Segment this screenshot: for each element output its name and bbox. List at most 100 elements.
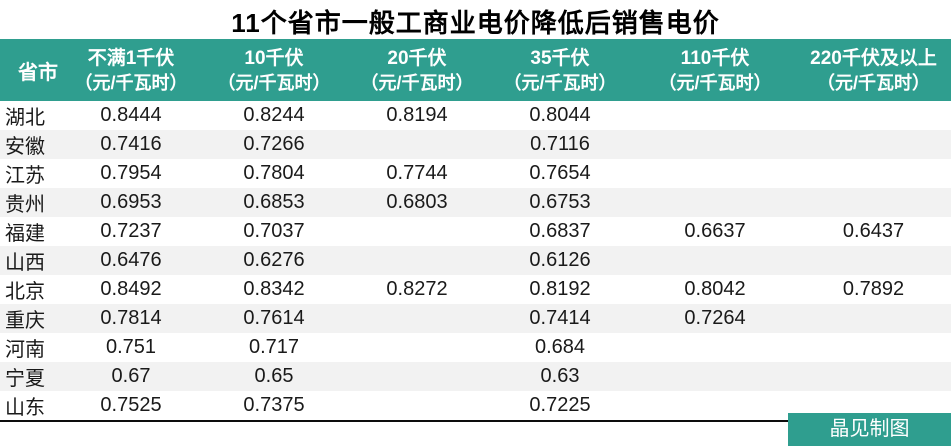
column-unit: （元/千瓦时） bbox=[658, 72, 772, 93]
value-cell: 0.6837 bbox=[529, 220, 591, 242]
value-cell bbox=[348, 333, 486, 362]
price-table: 省市 不满1千伏 （元/千瓦时） 10千伏 （元/千瓦时） 20千伏 （元/千瓦时） 35千伏… bbox=[0, 39, 951, 422]
value-cell: 0.7892 bbox=[842, 278, 905, 300]
province-cell: 安徽 bbox=[5, 136, 45, 158]
value-cell: 0.7264 bbox=[684, 307, 746, 329]
value-cell: 0.6753 bbox=[529, 191, 591, 213]
province-cell: 山东 bbox=[5, 397, 45, 419]
value-cell bbox=[634, 159, 796, 188]
column-unit: （元/千瓦时） bbox=[74, 72, 188, 93]
value-cell bbox=[348, 246, 486, 275]
value-cell: 0.7525 bbox=[100, 394, 162, 416]
table-row: 安徽 0.7416 0.7266 0.7116 bbox=[0, 130, 951, 159]
value-cell: 0.7804 bbox=[243, 162, 305, 184]
value-cell bbox=[796, 101, 951, 130]
value-cell: 0.8492 bbox=[100, 278, 162, 300]
value-cell: 0.63 bbox=[540, 365, 580, 387]
value-cell: 0.751 bbox=[105, 336, 157, 358]
value-cell: 0.7266 bbox=[243, 133, 305, 155]
value-cell bbox=[634, 101, 796, 130]
value-cell: 0.7654 bbox=[529, 162, 591, 184]
column-unit: （元/千瓦时） bbox=[816, 72, 930, 93]
table-row: 山东 0.7525 0.7375 0.7225 bbox=[0, 391, 951, 421]
page-title: 11个省市一般工商业电价降低后销售电价 bbox=[231, 8, 720, 38]
table-row: 福建 0.7237 0.7037 0.6837 0.6637 0.6437 bbox=[0, 217, 951, 246]
value-cell bbox=[348, 362, 486, 391]
table-row: 宁夏 0.67 0.65 0.63 bbox=[0, 362, 951, 391]
value-cell: 0.7237 bbox=[100, 220, 162, 242]
value-cell: 0.6853 bbox=[243, 191, 305, 213]
value-cell: 0.7814 bbox=[100, 307, 162, 329]
column-unit: （元/千瓦时） bbox=[217, 72, 331, 93]
value-cell: 0.6953 bbox=[100, 191, 162, 213]
province-cell: 福建 bbox=[5, 223, 45, 245]
value-cell: 0.8042 bbox=[684, 278, 746, 300]
credit-badge: 晶见制图 bbox=[788, 413, 951, 446]
value-cell: 0.8342 bbox=[243, 278, 305, 300]
column-header-0: 省市 bbox=[0, 39, 62, 101]
value-cell: 0.8272 bbox=[386, 278, 448, 300]
value-cell bbox=[796, 304, 951, 333]
value-cell: 0.7037 bbox=[243, 220, 305, 242]
value-cell: 0.6126 bbox=[529, 249, 591, 271]
table-row: 山西 0.6476 0.6276 0.6126 bbox=[0, 246, 951, 275]
value-cell: 0.7744 bbox=[386, 162, 448, 184]
value-cell bbox=[348, 130, 486, 159]
value-cell bbox=[634, 130, 796, 159]
value-cell: 0.8044 bbox=[529, 104, 591, 126]
value-cell: 0.6637 bbox=[684, 220, 746, 242]
column-unit: （元/千瓦时） bbox=[503, 72, 617, 93]
province-cell: 山西 bbox=[5, 252, 45, 274]
province-cell: 重庆 bbox=[5, 310, 45, 332]
table-header: 省市 不满1千伏 （元/千瓦时） 10千伏 （元/千瓦时） 20千伏 （元/千瓦时） 35千伏… bbox=[0, 39, 951, 101]
value-cell: 0.7416 bbox=[100, 133, 162, 155]
value-cell: 0.717 bbox=[248, 336, 300, 358]
value-cell bbox=[348, 304, 486, 333]
value-cell: 0.8192 bbox=[529, 278, 591, 300]
column-unit: （元/千瓦时） bbox=[360, 72, 474, 93]
header-row: 省市 不满1千伏 （元/千瓦时） 10千伏 （元/千瓦时） 20千伏 （元/千瓦时） 35千伏… bbox=[0, 39, 951, 101]
column-label: 220千伏及以上 bbox=[810, 47, 937, 69]
province-cell: 江苏 bbox=[5, 165, 45, 187]
column-label: 20千伏 bbox=[387, 47, 447, 69]
value-cell bbox=[348, 391, 486, 421]
value-cell bbox=[634, 362, 796, 391]
value-cell bbox=[796, 333, 951, 362]
province-cell: 北京 bbox=[5, 281, 45, 303]
province-cell: 宁夏 bbox=[5, 368, 45, 390]
province-cell: 河南 bbox=[5, 339, 45, 361]
column-label: 10千伏 bbox=[244, 47, 304, 69]
value-cell: 0.7614 bbox=[243, 307, 305, 329]
table-row: 北京 0.8492 0.8342 0.8272 0.8192 0.8042 0.7892 bbox=[0, 275, 951, 304]
table-row: 湖北 0.8444 0.8244 0.8194 0.8044 bbox=[0, 101, 951, 130]
value-cell bbox=[348, 217, 486, 246]
table-row: 贵州 0.6953 0.6853 0.6803 0.6753 bbox=[0, 188, 951, 217]
value-cell bbox=[634, 391, 796, 421]
value-cell: 0.67 bbox=[111, 365, 151, 387]
value-cell bbox=[634, 188, 796, 217]
value-cell: 0.6437 bbox=[842, 220, 905, 242]
value-cell: 0.8244 bbox=[243, 104, 305, 126]
value-cell: 0.65 bbox=[254, 365, 294, 387]
value-cell: 0.7225 bbox=[529, 394, 591, 416]
value-cell bbox=[634, 246, 796, 275]
column-label: 不满1千伏 bbox=[87, 47, 175, 69]
value-cell bbox=[796, 188, 951, 217]
column-header-1: 不满1千伏 （元/千瓦时） bbox=[62, 39, 200, 101]
province-cell: 贵州 bbox=[5, 194, 45, 216]
value-cell bbox=[796, 159, 951, 188]
value-cell: 0.6476 bbox=[100, 249, 162, 271]
value-cell bbox=[796, 362, 951, 391]
table-row: 河南 0.751 0.717 0.684 bbox=[0, 333, 951, 362]
table-body: 湖北 0.8444 0.8244 0.8194 0.8044 安徽 0.7416 0.7266… bbox=[0, 101, 951, 421]
column-header-4: 35千伏 （元/千瓦时） bbox=[486, 39, 634, 101]
column-header-2: 10千伏 （元/千瓦时） bbox=[200, 39, 348, 101]
value-cell bbox=[634, 333, 796, 362]
value-cell: 0.7954 bbox=[100, 162, 162, 184]
value-cell: 0.7116 bbox=[530, 133, 590, 155]
column-header-6: 220千伏及以上 （元/千瓦时） bbox=[796, 39, 951, 101]
value-cell: 0.6803 bbox=[386, 191, 448, 213]
table-row: 江苏 0.7954 0.7804 0.7744 0.7654 bbox=[0, 159, 951, 188]
value-cell: 0.7414 bbox=[529, 307, 591, 329]
